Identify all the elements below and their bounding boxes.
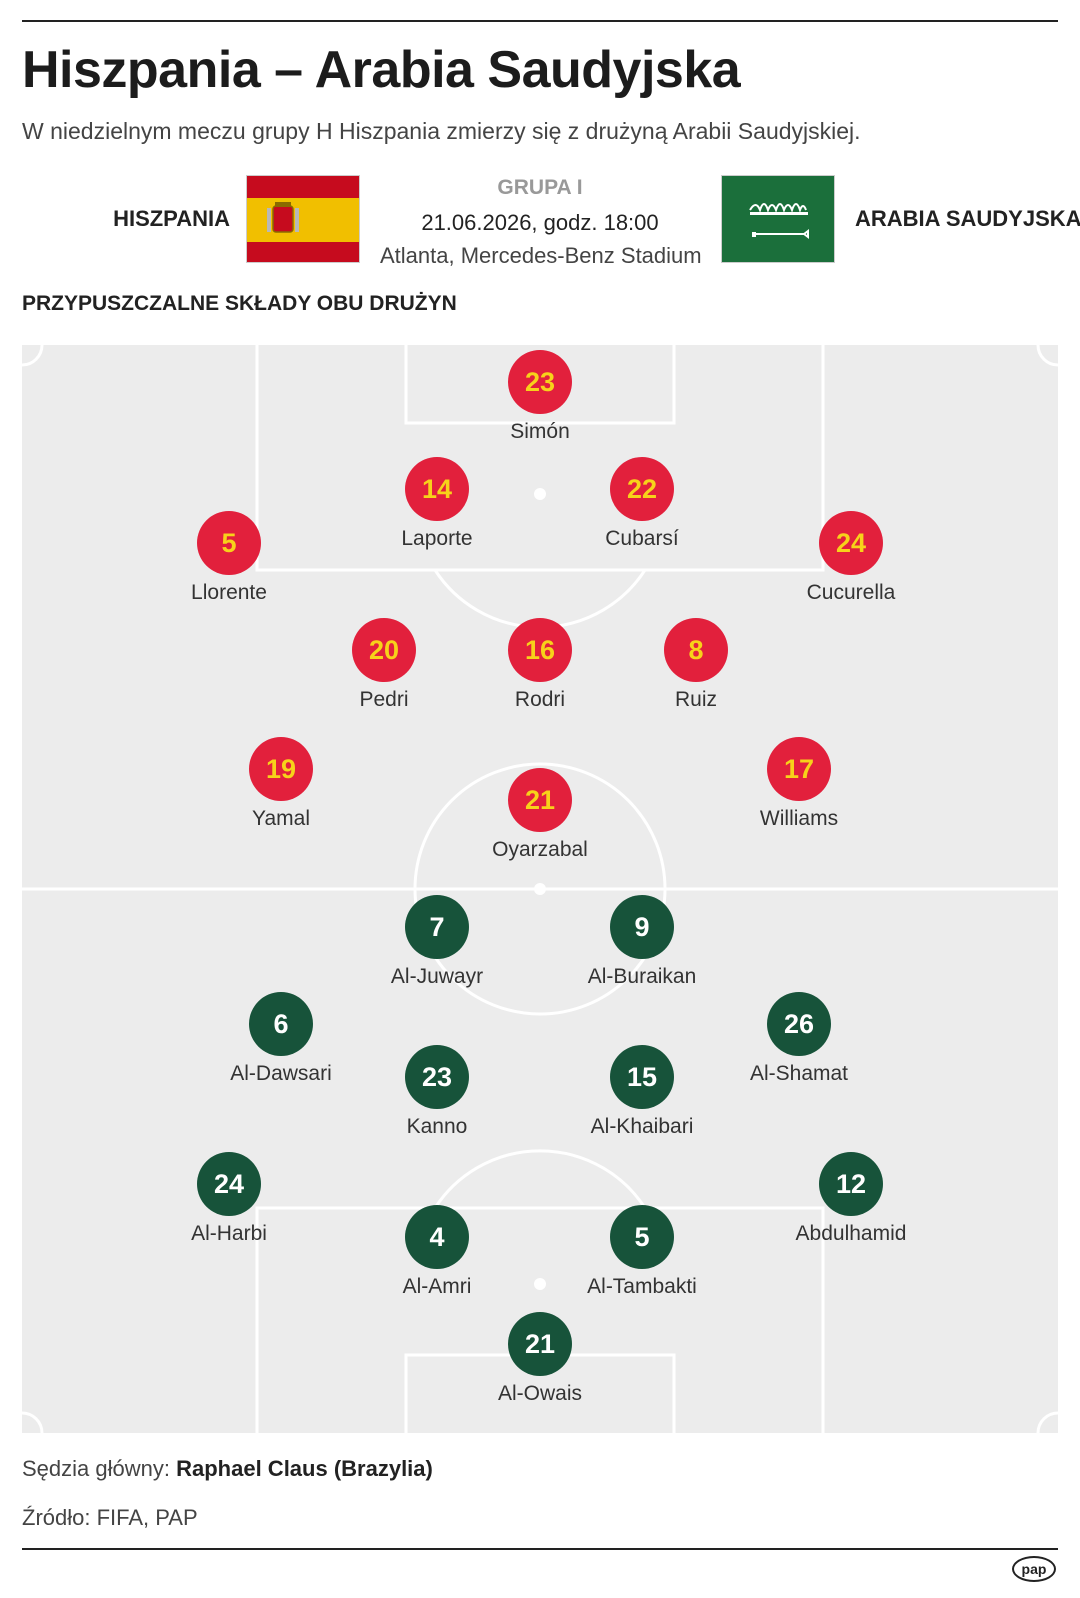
player-number: 17	[767, 737, 831, 801]
referee-name: Raphael Claus (Brazylia)	[176, 1456, 433, 1481]
player-name: Al-Amri	[402, 1275, 472, 1298]
player-away: 21 Al-Owais	[450, 1312, 630, 1406]
source-note: Źródło: FIFA, PAP	[22, 1505, 198, 1530]
player-home: 21 Oyarzabal	[450, 768, 630, 862]
player-name: Al-Buraikan	[587, 965, 697, 988]
player-name: Cucurella	[806, 581, 896, 604]
player-number: 5	[610, 1205, 674, 1269]
player-away: 12 Abdulhamid	[761, 1152, 941, 1246]
player-name: Al-Shamat	[749, 1062, 849, 1085]
pitch-lines	[22, 345, 1058, 1433]
player-name: Al-Owais	[497, 1382, 582, 1405]
player-name: Al-Juwayr	[390, 965, 484, 988]
player-name: Cubarsí	[605, 527, 679, 550]
player-number: 23	[405, 1045, 469, 1109]
spain-flag-icon	[246, 175, 360, 263]
player-name: Rodri	[514, 688, 566, 711]
player-name: Williams	[759, 807, 839, 830]
player-home: 16 Rodri	[450, 618, 630, 712]
player-away: 5 Al-Tambakti	[552, 1205, 732, 1299]
player-number: 14	[405, 457, 469, 521]
player-number: 7	[405, 895, 469, 959]
referee-label: Sędzia główny:	[22, 1456, 170, 1481]
player-name: Al-Harbi	[191, 1222, 267, 1245]
player-home: 19 Yamal	[191, 737, 371, 831]
bottom-rule	[22, 1548, 1058, 1550]
player-home: 20 Pedri	[294, 618, 474, 712]
player-away: 4 Al-Amri	[347, 1205, 527, 1299]
player-name: Al-Dawsari	[230, 1062, 332, 1085]
player-away: 6 Al-Dawsari	[191, 992, 371, 1086]
player-name: Abdulhamid	[795, 1222, 907, 1245]
player-number: 19	[249, 737, 313, 801]
player-away: 23 Kanno	[347, 1045, 527, 1139]
player-home: 22 Cubarsí	[552, 457, 732, 551]
player-number: 15	[610, 1045, 674, 1109]
player-number: 5	[197, 511, 261, 575]
player-name: Simón	[510, 420, 570, 443]
player-number: 6	[249, 992, 313, 1056]
player-home: 14 Laporte	[347, 457, 527, 551]
player-name: Llorente	[191, 581, 267, 604]
player-name: Laporte	[401, 527, 473, 550]
away-team-name: ARABIA SAUDYJSKA	[855, 206, 1080, 231]
player-number: 16	[508, 618, 572, 682]
player-home: 23 Simón	[450, 350, 630, 444]
player-number: 21	[508, 768, 572, 832]
match-venue: Atlanta, Mercedes-Benz Stadium	[380, 243, 702, 268]
player-number: 22	[610, 457, 674, 521]
player-number: 8	[664, 618, 728, 682]
player-name: Ruiz	[674, 688, 717, 711]
page-title: Hiszpania – Arabia Saudyjska	[22, 41, 741, 99]
saudi-arabia-flag-icon	[721, 175, 835, 263]
player-home: 5 Llorente	[139, 511, 319, 605]
player-number: 23	[508, 350, 572, 414]
player-away: 9 Al-Buraikan	[552, 895, 732, 989]
player-name: Pedri	[359, 688, 409, 711]
player-name: Al-Tambakti	[587, 1275, 697, 1298]
player-number: 26	[767, 992, 831, 1056]
player-number: 24	[819, 511, 883, 575]
player-number: 20	[352, 618, 416, 682]
player-away: 15 Al-Khaibari	[552, 1045, 732, 1139]
player-away: 26 Al-Shamat	[709, 992, 889, 1086]
player-home: 8 Ruiz	[606, 618, 786, 712]
page-subtitle: W niedzielnym meczu grupy H Hiszpania zm…	[22, 118, 861, 144]
player-name: Yamal	[252, 807, 310, 830]
referee-line: Sędzia główny: Raphael Claus (Brazylia)	[22, 1456, 433, 1482]
top-rule	[22, 20, 1058, 22]
player-away: 7 Al-Juwayr	[347, 895, 527, 989]
player-number: 4	[405, 1205, 469, 1269]
player-number: 12	[819, 1152, 883, 1216]
football-pitch: 23 Simón 14 Laporte 22 Cubarsí 5 Llorent…	[22, 345, 1058, 1433]
player-away: 24 Al-Harbi	[139, 1152, 319, 1246]
player-number: 24	[197, 1152, 261, 1216]
pap-logo: pap	[1012, 1556, 1056, 1582]
player-name: Oyarzabal	[492, 838, 588, 861]
match-date: 21.06.2026, godz. 18:00	[421, 210, 659, 235]
player-number: 9	[610, 895, 674, 959]
player-name: Al-Khaibari	[590, 1115, 694, 1138]
player-home: 17 Williams	[709, 737, 889, 831]
player-number: 21	[508, 1312, 572, 1376]
match-group: GRUPA I	[497, 176, 583, 199]
lineups-section-title: PRZYPUSZCZALNE SKŁADY OBU DRUŻYN	[22, 292, 457, 315]
home-team-name: HISZPANIA	[113, 206, 230, 231]
player-home: 24 Cucurella	[761, 511, 941, 605]
match-info: GRUPA I 21.06.2026, godz. 18:00 Atlanta,…	[380, 176, 702, 272]
player-name: Kanno	[406, 1115, 468, 1138]
